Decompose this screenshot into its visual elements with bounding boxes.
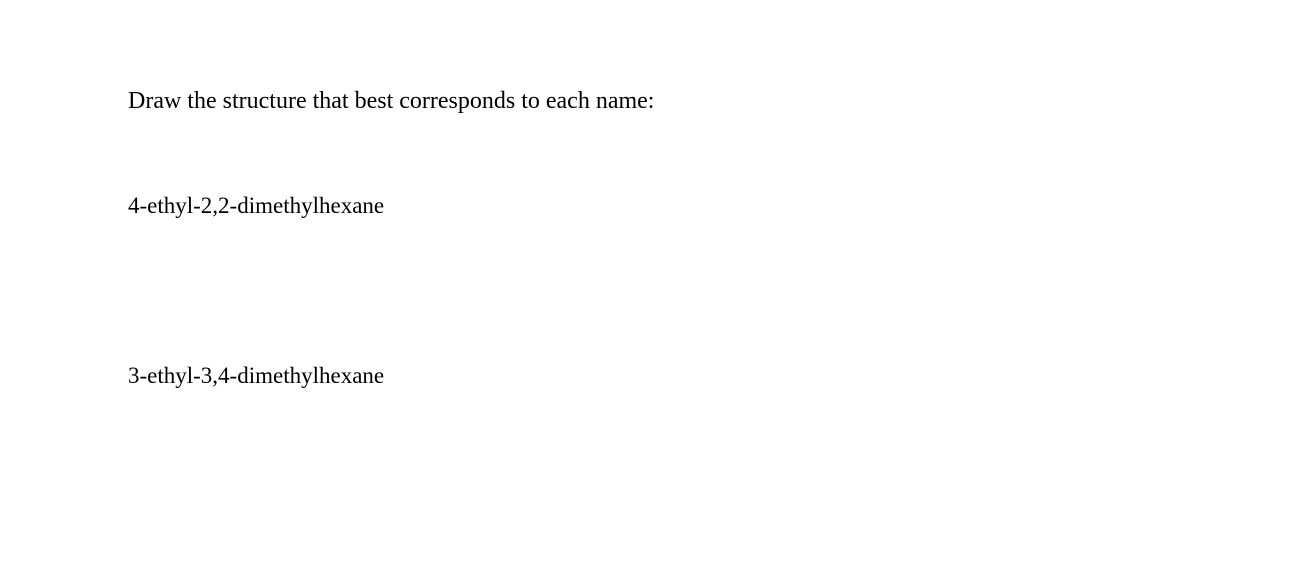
compound-name-2: 3-ethyl-3,4-dimethylhexane	[128, 363, 1290, 389]
question-prompt: Draw the structure that best corresponds…	[128, 88, 1290, 115]
compound-name-1: 4-ethyl-2,2-dimethylhexane	[128, 193, 1290, 219]
document-content: Draw the structure that best corresponds…	[0, 0, 1290, 389]
